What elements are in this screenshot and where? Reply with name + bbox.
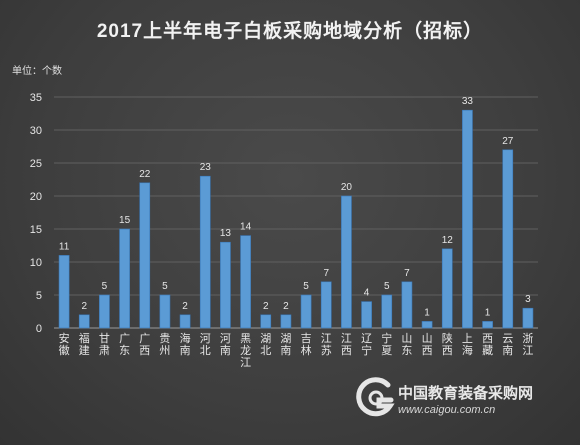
x-tick-label: 浙江 xyxy=(522,332,533,357)
unit-label: 单位：个数 xyxy=(12,66,62,77)
chart-title: 2017上半年电子白板采购地域分析（招标） xyxy=(96,21,484,42)
bar xyxy=(260,314,272,329)
bar xyxy=(381,294,393,329)
data-label: 5 xyxy=(384,281,390,292)
data-label: 11 xyxy=(59,241,70,252)
data-label: 12 xyxy=(442,235,454,246)
x-tick-label: 福建 xyxy=(79,331,90,357)
bar xyxy=(401,281,413,329)
data-label: 2 xyxy=(182,301,188,312)
data-label: 5 xyxy=(102,281,108,292)
x-tick-label: 安徽 xyxy=(59,331,70,357)
x-tick-label: 河南 xyxy=(220,332,231,357)
bar xyxy=(159,294,171,329)
caigou-logo-icon xyxy=(356,377,395,417)
x-tick-label: 山西 xyxy=(422,332,433,357)
x-tick-label: 江苏 xyxy=(321,332,332,357)
data-label: 2 xyxy=(283,301,289,312)
bar xyxy=(482,321,493,329)
y-tick-label: 15 xyxy=(30,224,42,236)
x-tick-label: 吉林 xyxy=(301,332,312,357)
bar xyxy=(341,195,352,329)
logo-url: www.caigou.com.cn xyxy=(398,404,496,416)
data-label: 7 xyxy=(404,268,410,279)
y-tick-label: 20 xyxy=(30,191,42,203)
bar xyxy=(462,109,473,329)
x-tick-label: 陕西 xyxy=(442,331,453,357)
x-tick-label: 湖南 xyxy=(280,332,291,357)
x-tick-label: 广西 xyxy=(139,332,150,357)
x-tick-label: 辽宁 xyxy=(361,332,372,357)
bar xyxy=(522,307,534,329)
bar xyxy=(78,314,90,329)
y-tick-label: 10 xyxy=(30,257,42,269)
bar xyxy=(199,175,211,329)
data-label: 7 xyxy=(323,268,329,279)
data-label: 23 xyxy=(200,162,212,173)
x-tick-label: 江西 xyxy=(341,332,352,357)
data-label: 2 xyxy=(263,301,269,312)
x-tick-label: 西藏 xyxy=(482,332,493,357)
x-tick-label: 宁夏 xyxy=(381,331,392,357)
bar xyxy=(280,314,292,329)
bar xyxy=(361,301,372,329)
logo-name: 中国教育装备采购网 xyxy=(398,385,534,402)
bar xyxy=(240,235,251,329)
x-tick-label: 海南 xyxy=(180,331,191,357)
bar xyxy=(119,228,130,329)
data-label: 1 xyxy=(424,307,430,318)
data-label: 33 xyxy=(462,96,474,107)
bar xyxy=(441,248,453,329)
bar xyxy=(58,255,70,329)
data-label: 20 xyxy=(341,182,353,193)
y-tick-label: 35 xyxy=(30,92,42,104)
x-tick-label: 云南 xyxy=(502,332,513,357)
y-tick-label: 0 xyxy=(36,323,42,335)
bar xyxy=(220,241,231,329)
x-tick-label: 黑龙江 xyxy=(240,332,251,369)
data-label: 22 xyxy=(139,169,151,180)
y-tick-label: 30 xyxy=(30,125,42,137)
data-label: 15 xyxy=(119,215,131,226)
x-tick-label: 上海 xyxy=(462,332,473,357)
bar xyxy=(179,314,191,329)
data-label: 5 xyxy=(162,281,168,292)
bar xyxy=(300,294,312,329)
bar xyxy=(502,149,514,329)
data-label: 1 xyxy=(485,307,491,318)
bar xyxy=(421,321,433,329)
bar xyxy=(139,182,151,329)
data-label: 3 xyxy=(525,294,531,305)
data-label: 27 xyxy=(502,136,514,147)
data-label: 14 xyxy=(240,222,252,233)
data-label: 4 xyxy=(364,288,370,299)
bar xyxy=(320,281,332,329)
y-tick-label: 25 xyxy=(30,158,42,170)
y-tick-label: 5 xyxy=(36,290,42,302)
caigou-logo: 中国教育装备采购网 www.caigou.com.cn xyxy=(355,376,555,424)
x-tick-label: 甘肃 xyxy=(99,332,110,357)
bar xyxy=(99,294,110,329)
data-label: 5 xyxy=(303,281,309,292)
x-tick-label: 广东 xyxy=(119,332,130,357)
x-tick-label: 河北 xyxy=(200,332,211,357)
x-tick-label: 山东 xyxy=(401,332,412,357)
data-label: 13 xyxy=(220,228,232,239)
x-tick-label: 湖北 xyxy=(260,332,271,357)
x-tick-label: 贵州 xyxy=(159,332,170,357)
data-label: 2 xyxy=(81,301,87,312)
